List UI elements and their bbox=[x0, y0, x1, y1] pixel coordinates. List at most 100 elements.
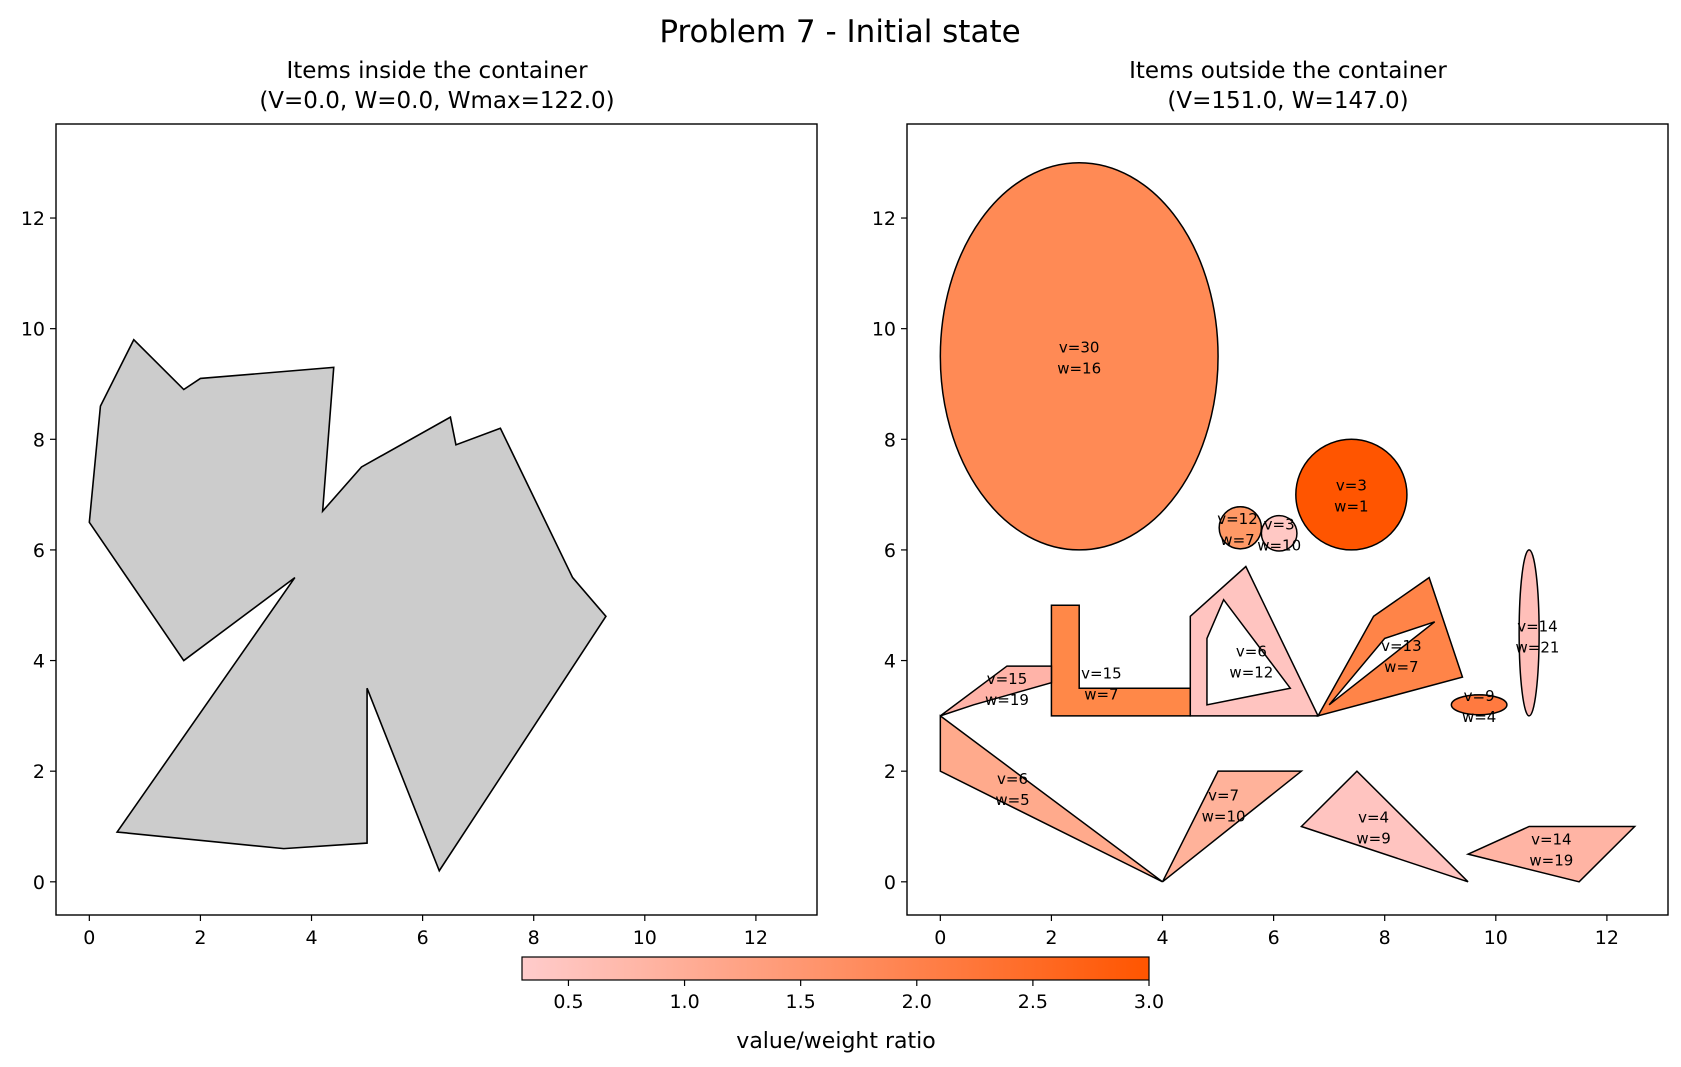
item-2-shape bbox=[1218, 506, 1263, 550]
item-4: v=15 w=7 bbox=[1050, 604, 1192, 717]
colorbar-tick-label: 0.5 bbox=[553, 991, 583, 1013]
item-8: v=14 w=21 bbox=[1515, 549, 1559, 717]
item-3: v=3 w=10 bbox=[1257, 514, 1301, 554]
x-tick-label: 0 bbox=[934, 927, 946, 949]
item-4-shape bbox=[1050, 604, 1192, 717]
y-tick-label: 6 bbox=[33, 540, 45, 562]
item-6-shape bbox=[1189, 565, 1320, 717]
item-12: v=4w=9 bbox=[1299, 770, 1469, 883]
y-tick-label: 8 bbox=[884, 429, 896, 451]
y-tick-label: 12 bbox=[872, 208, 896, 230]
item-5-shape bbox=[939, 665, 1053, 717]
item-5-weight-label: w=19 bbox=[985, 691, 1029, 709]
y-tick-label: 10 bbox=[872, 319, 896, 341]
container-shape bbox=[88, 338, 607, 873]
x-tick-label: 10 bbox=[1484, 927, 1508, 949]
y-tick-label: 6 bbox=[884, 540, 896, 562]
panel-inside: Items inside the container (V=0.0, W=0.0… bbox=[21, 58, 818, 949]
item-6-value-label: v=6 bbox=[1236, 643, 1267, 661]
item-9-shape bbox=[1450, 694, 1508, 716]
item-5: v=15 w=19 bbox=[939, 665, 1053, 717]
x-tick-label: 8 bbox=[528, 927, 540, 949]
item-4-weight-label: w=7 bbox=[1084, 686, 1118, 704]
x-tick-label: 12 bbox=[744, 927, 768, 949]
item-1-weight-label: w=1 bbox=[1334, 498, 1368, 516]
item-5-value-label: v=15 bbox=[987, 670, 1028, 688]
colorbar-tick-label: 1.5 bbox=[786, 991, 816, 1013]
y-tick-label: 4 bbox=[33, 651, 45, 673]
x-tick-label: 8 bbox=[1379, 927, 1391, 949]
item-10-weight-label: w=5 bbox=[995, 791, 1029, 809]
y-tick-label: 2 bbox=[33, 761, 45, 783]
item-10-shape bbox=[939, 714, 1163, 883]
item-1: v=3w=1 bbox=[1295, 438, 1408, 551]
item-12-value-label: v=4 bbox=[1358, 808, 1389, 826]
item-3-weight-label: w=10 bbox=[1257, 536, 1301, 554]
item-12-weight-label: w=9 bbox=[1356, 829, 1390, 847]
item-1-shape bbox=[1295, 438, 1408, 551]
item-3-shape bbox=[1260, 514, 1298, 552]
panel-inside-title-line1: Items inside the container bbox=[286, 58, 588, 84]
panel-outside-axes: 0 2 4 6 8 10 12 0 2 4 6 8 10 12 bbox=[872, 208, 1619, 949]
item-13-weight-label: w=19 bbox=[1529, 852, 1573, 870]
item-8-weight-label: w=21 bbox=[1515, 639, 1559, 657]
item-0-value-label: v=30 bbox=[1059, 338, 1100, 356]
colorbar: 0.5 1.0 1.5 2.0 2.5 3.0 value/weight ratio bbox=[521, 956, 1164, 1054]
item-2-weight-label: w=7 bbox=[1220, 531, 1254, 549]
colorbar-tick-label: 2.5 bbox=[1018, 991, 1048, 1013]
item-9: v=9w=4 bbox=[1450, 687, 1508, 726]
item-13: v=14 w=19 bbox=[1465, 825, 1637, 883]
panel-inside-frame bbox=[55, 123, 818, 916]
colorbar-tick-label: 2.0 bbox=[902, 991, 932, 1013]
y-tick-label: 12 bbox=[21, 208, 45, 230]
y-tick-label: 0 bbox=[33, 872, 45, 894]
item-9-value-label: v=9 bbox=[1464, 687, 1495, 705]
item-6: v=6 w=12 bbox=[1189, 565, 1320, 717]
x-tick-label: 10 bbox=[633, 927, 657, 949]
item-2: v=12 w=7 bbox=[1217, 506, 1263, 550]
x-tick-label: 12 bbox=[1595, 927, 1619, 949]
item-11: v=7 w=10 bbox=[1161, 770, 1304, 883]
item-10-value-label: v=6 bbox=[997, 770, 1028, 788]
x-tick-label: 2 bbox=[194, 927, 206, 949]
x-tick-label: 4 bbox=[305, 927, 317, 949]
item-3-value-label: v=3 bbox=[1264, 515, 1295, 533]
y-tick-label: 8 bbox=[33, 429, 45, 451]
item-6-weight-label: w=12 bbox=[1229, 664, 1273, 682]
item-11-weight-label: w=10 bbox=[1202, 807, 1246, 825]
item-11-shape bbox=[1161, 770, 1304, 883]
item-0-shape bbox=[939, 161, 1219, 551]
y-tick-label: 2 bbox=[884, 761, 896, 783]
colorbar-ticks: 0.5 1.0 1.5 2.0 2.5 3.0 bbox=[553, 980, 1164, 1013]
colorbar-gradient bbox=[521, 956, 1150, 981]
x-tick-label: 2 bbox=[1045, 927, 1057, 949]
colorbar-tick-label: 3.0 bbox=[1134, 991, 1164, 1013]
x-tick-label: 6 bbox=[417, 927, 429, 949]
item-10: v=6w=5 bbox=[939, 714, 1163, 883]
item-4-value-label: v=15 bbox=[1081, 665, 1122, 683]
item-9-weight-label: w=4 bbox=[1462, 708, 1496, 726]
panel-outside-title-line2: (V=151.0, W=147.0) bbox=[1167, 88, 1408, 114]
colorbar-tick-label: 1.0 bbox=[669, 991, 699, 1013]
item-7-value-label: v=13 bbox=[1381, 637, 1422, 655]
item-13-value-label: v=14 bbox=[1531, 831, 1572, 849]
item-11-value-label: v=7 bbox=[1208, 786, 1239, 804]
item-0-weight-label: w=16 bbox=[1057, 359, 1101, 377]
item-8-value-label: v=14 bbox=[1517, 618, 1558, 636]
y-tick-label: 0 bbox=[884, 872, 896, 894]
item-13-shape bbox=[1465, 825, 1637, 883]
panel-inside-axes: 0 2 4 6 8 10 12 0 2 4 6 8 10 12 bbox=[21, 208, 768, 949]
x-tick-label: 4 bbox=[1156, 927, 1168, 949]
panel-outside-frame bbox=[906, 123, 1669, 916]
item-0: v=30 w=16 bbox=[939, 161, 1219, 551]
figure-title: Problem 7 - Initial state bbox=[659, 14, 1020, 50]
y-tick-label: 4 bbox=[884, 651, 896, 673]
panel-outside: Items outside the container (V=151.0, W=… bbox=[872, 58, 1669, 949]
panel-outside-plot: v=30 w=16 v=3w=1 v=12 w=7 v=3 w=10 v=15 w=7 v=15 w… bbox=[939, 161, 1637, 883]
x-tick-label: 6 bbox=[1268, 927, 1280, 949]
item-7-weight-label: w=7 bbox=[1384, 658, 1418, 676]
panel-outside-title-line1: Items outside the container bbox=[1129, 58, 1447, 84]
item-2-value-label: v=12 bbox=[1217, 510, 1258, 528]
x-tick-label: 0 bbox=[83, 927, 95, 949]
